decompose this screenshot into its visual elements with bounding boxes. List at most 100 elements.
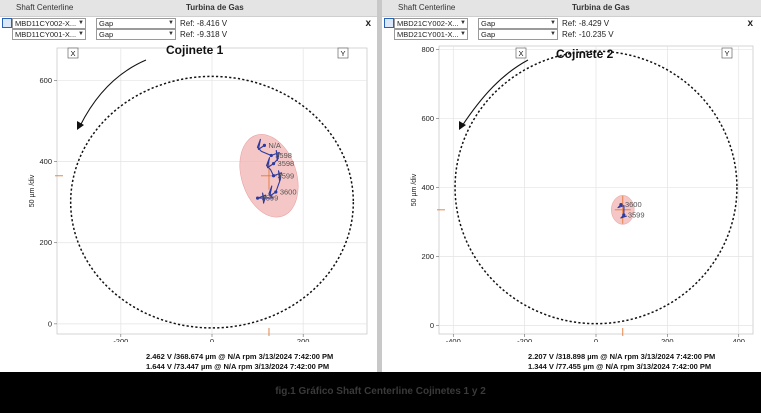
window-title: Shaft Centerline <box>16 3 74 12</box>
rotation-arrow <box>461 59 529 127</box>
x-axis-button[interactable]: X <box>67 47 79 59</box>
centerline-point <box>619 203 623 207</box>
y-tick-label: 200 <box>421 252 434 261</box>
mode-select-1[interactable]: Gap ▼ <box>478 18 558 29</box>
close-icon[interactable]: x <box>365 18 371 29</box>
chevron-down-icon: ▼ <box>460 20 466 26</box>
rotation-arrow-head <box>77 121 84 130</box>
centerline-trace <box>617 204 628 219</box>
chevron-down-icon: ▼ <box>168 20 174 26</box>
mode-value: Gap <box>481 19 496 28</box>
x-tick-label: -400 <box>446 337 461 342</box>
chevron-down-icon: ▼ <box>550 20 556 26</box>
window-subtitle: Turbina de Gas <box>186 3 244 12</box>
rpm-label: 3600 <box>280 188 297 197</box>
y-tick-label: 0 <box>430 321 434 330</box>
centerline-point <box>271 162 276 166</box>
x-axis-button[interactable]: X <box>515 47 527 59</box>
x-tick-label: 400 <box>732 337 745 342</box>
y-tick-label: 600 <box>39 76 52 85</box>
channel-select-2[interactable]: MBD21CY001-X... ▼ <box>394 29 468 40</box>
y-axis-button-label: Y <box>340 49 345 58</box>
x-tick-label: -200 <box>113 337 128 342</box>
shaft-centerline-panel-2: Shaft Centerline Turbina de Gas MBD21CY0… <box>382 0 761 372</box>
mode-value: Gap <box>481 30 496 39</box>
footer-line-2: 1.344 V /77.455 µm @ N/A rpm 3/13/2024 7… <box>528 362 712 371</box>
y-tick-label: 400 <box>421 183 434 192</box>
x-axis-button-box <box>67 47 79 59</box>
shaft-centerline-plot-2: -400 -200 0 200 400 0 200 400 600 800 50 µm /div X Y… <box>411 45 754 342</box>
mode-select-2[interactable]: Gap ▼ <box>478 29 558 40</box>
window-title: Shaft Centerline <box>398 3 456 12</box>
x-tick-label: -200 <box>517 337 532 342</box>
window-subtitle: Turbina de Gas <box>572 3 630 12</box>
chevron-down-icon: ▼ <box>550 31 556 37</box>
figure-caption: fig.1 Gráfico Shaft Centerline Cojinetes… <box>275 386 486 397</box>
clearance-circle <box>454 50 738 325</box>
footer-line-2: 1.644 V /73.447 µm @ N/A rpm 3/13/2024 7… <box>146 362 330 371</box>
channel-name: MBD11CY001-X... <box>15 30 77 39</box>
window-header: Shaft Centerline Turbina de Gas <box>0 0 377 17</box>
x-tick-label: 200 <box>297 337 310 342</box>
channel-select-1[interactable]: MBD21CY002-X... ▼ <box>394 18 468 29</box>
y-axis-button[interactable]: Y <box>721 47 733 59</box>
y-axis-button-box <box>721 47 733 59</box>
plot-icon[interactable] <box>2 18 12 28</box>
x-axis-button-label: X <box>518 49 523 58</box>
panel-divider[interactable] <box>377 0 382 372</box>
mode-select-1[interactable]: Gap ▼ <box>96 18 176 29</box>
channel-select-2[interactable]: MBD11CY001-X... ▼ <box>12 29 86 40</box>
centerline-point <box>274 190 278 194</box>
rotation-arrow-head <box>459 121 466 130</box>
channel-name: MBD11CY002-X... <box>15 19 77 28</box>
y-axis-label: 50 µm /div <box>29 174 36 207</box>
rpm-label: N/A <box>268 141 281 150</box>
chevron-down-icon: ▼ <box>78 31 84 37</box>
mode-value: Gap <box>99 19 114 28</box>
footer-line-1: 2.462 V /368.674 µm @ N/A rpm 3/13/2024 … <box>146 352 334 361</box>
rpm-label: 3599 <box>262 194 279 203</box>
centerline-point <box>271 174 276 178</box>
mode-select-2[interactable]: Gap ▼ <box>96 29 176 40</box>
y-tick-label: 200 <box>39 238 52 247</box>
bearing-label: Cojinete 1 <box>166 43 224 57</box>
x-tick-label: 0 <box>594 337 598 342</box>
footer-line-1: 2.207 V /318.898 µm @ N/A rpm 3/13/2024 … <box>528 352 716 361</box>
centerline-point <box>622 213 626 217</box>
channel-select-1[interactable]: MBD11CY002-X... ▼ <box>12 18 86 29</box>
shaft-centerline-panel-1: Shaft Centerline Turbina de Gas MBD11CY0… <box>0 0 377 372</box>
plot-icon[interactable] <box>384 18 394 28</box>
close-icon[interactable]: x <box>747 18 753 29</box>
ref-value-1: Ref: -8.416 V <box>180 19 228 28</box>
y-tick-label: 0 <box>48 319 52 328</box>
y-tick-label: 800 <box>421 45 434 54</box>
clearance-circle <box>69 75 355 329</box>
rpm-label: 3598 <box>278 159 295 168</box>
mode-value: Gap <box>99 30 114 39</box>
channel-name: MBD21CY002-X... <box>397 19 459 28</box>
rpm-label: 3600 <box>625 200 642 209</box>
bearing-label: Cojinete 2 <box>556 47 614 61</box>
x-axis-button-box <box>515 47 527 59</box>
rpm-label: 3599 <box>278 171 295 180</box>
y-axis-label: 50 µm /div <box>411 173 418 206</box>
ref-value-2: Ref: -9.318 V <box>180 30 228 39</box>
channel-name: MBD21CY001-X... <box>397 30 459 39</box>
rpm-label: 3598 <box>275 151 292 160</box>
rotation-arrow <box>79 59 147 127</box>
x-axis-button-label: X <box>70 49 75 58</box>
shaft-centerline-plot-1: -200 0 200 0 200 400 600 50 µm /div X Y Cojinete 1… <box>29 43 368 342</box>
window-header: Shaft Centerline Turbina de Gas <box>382 0 761 17</box>
centerline-point <box>255 196 260 200</box>
ref-value-2: Ref: -10.235 V <box>562 30 614 39</box>
chevron-down-icon: ▼ <box>460 31 466 37</box>
y-tick-label: 400 <box>39 157 52 166</box>
centerline-point <box>262 143 267 147</box>
y-tick-label: 600 <box>421 114 434 123</box>
chevron-down-icon: ▼ <box>168 31 174 37</box>
y-axis-button-label: Y <box>724 49 729 58</box>
centerline-trace <box>256 138 283 204</box>
chevron-down-icon: ▼ <box>78 20 84 26</box>
y-axis-button[interactable]: Y <box>337 47 349 59</box>
y-axis-button-box <box>337 47 349 59</box>
